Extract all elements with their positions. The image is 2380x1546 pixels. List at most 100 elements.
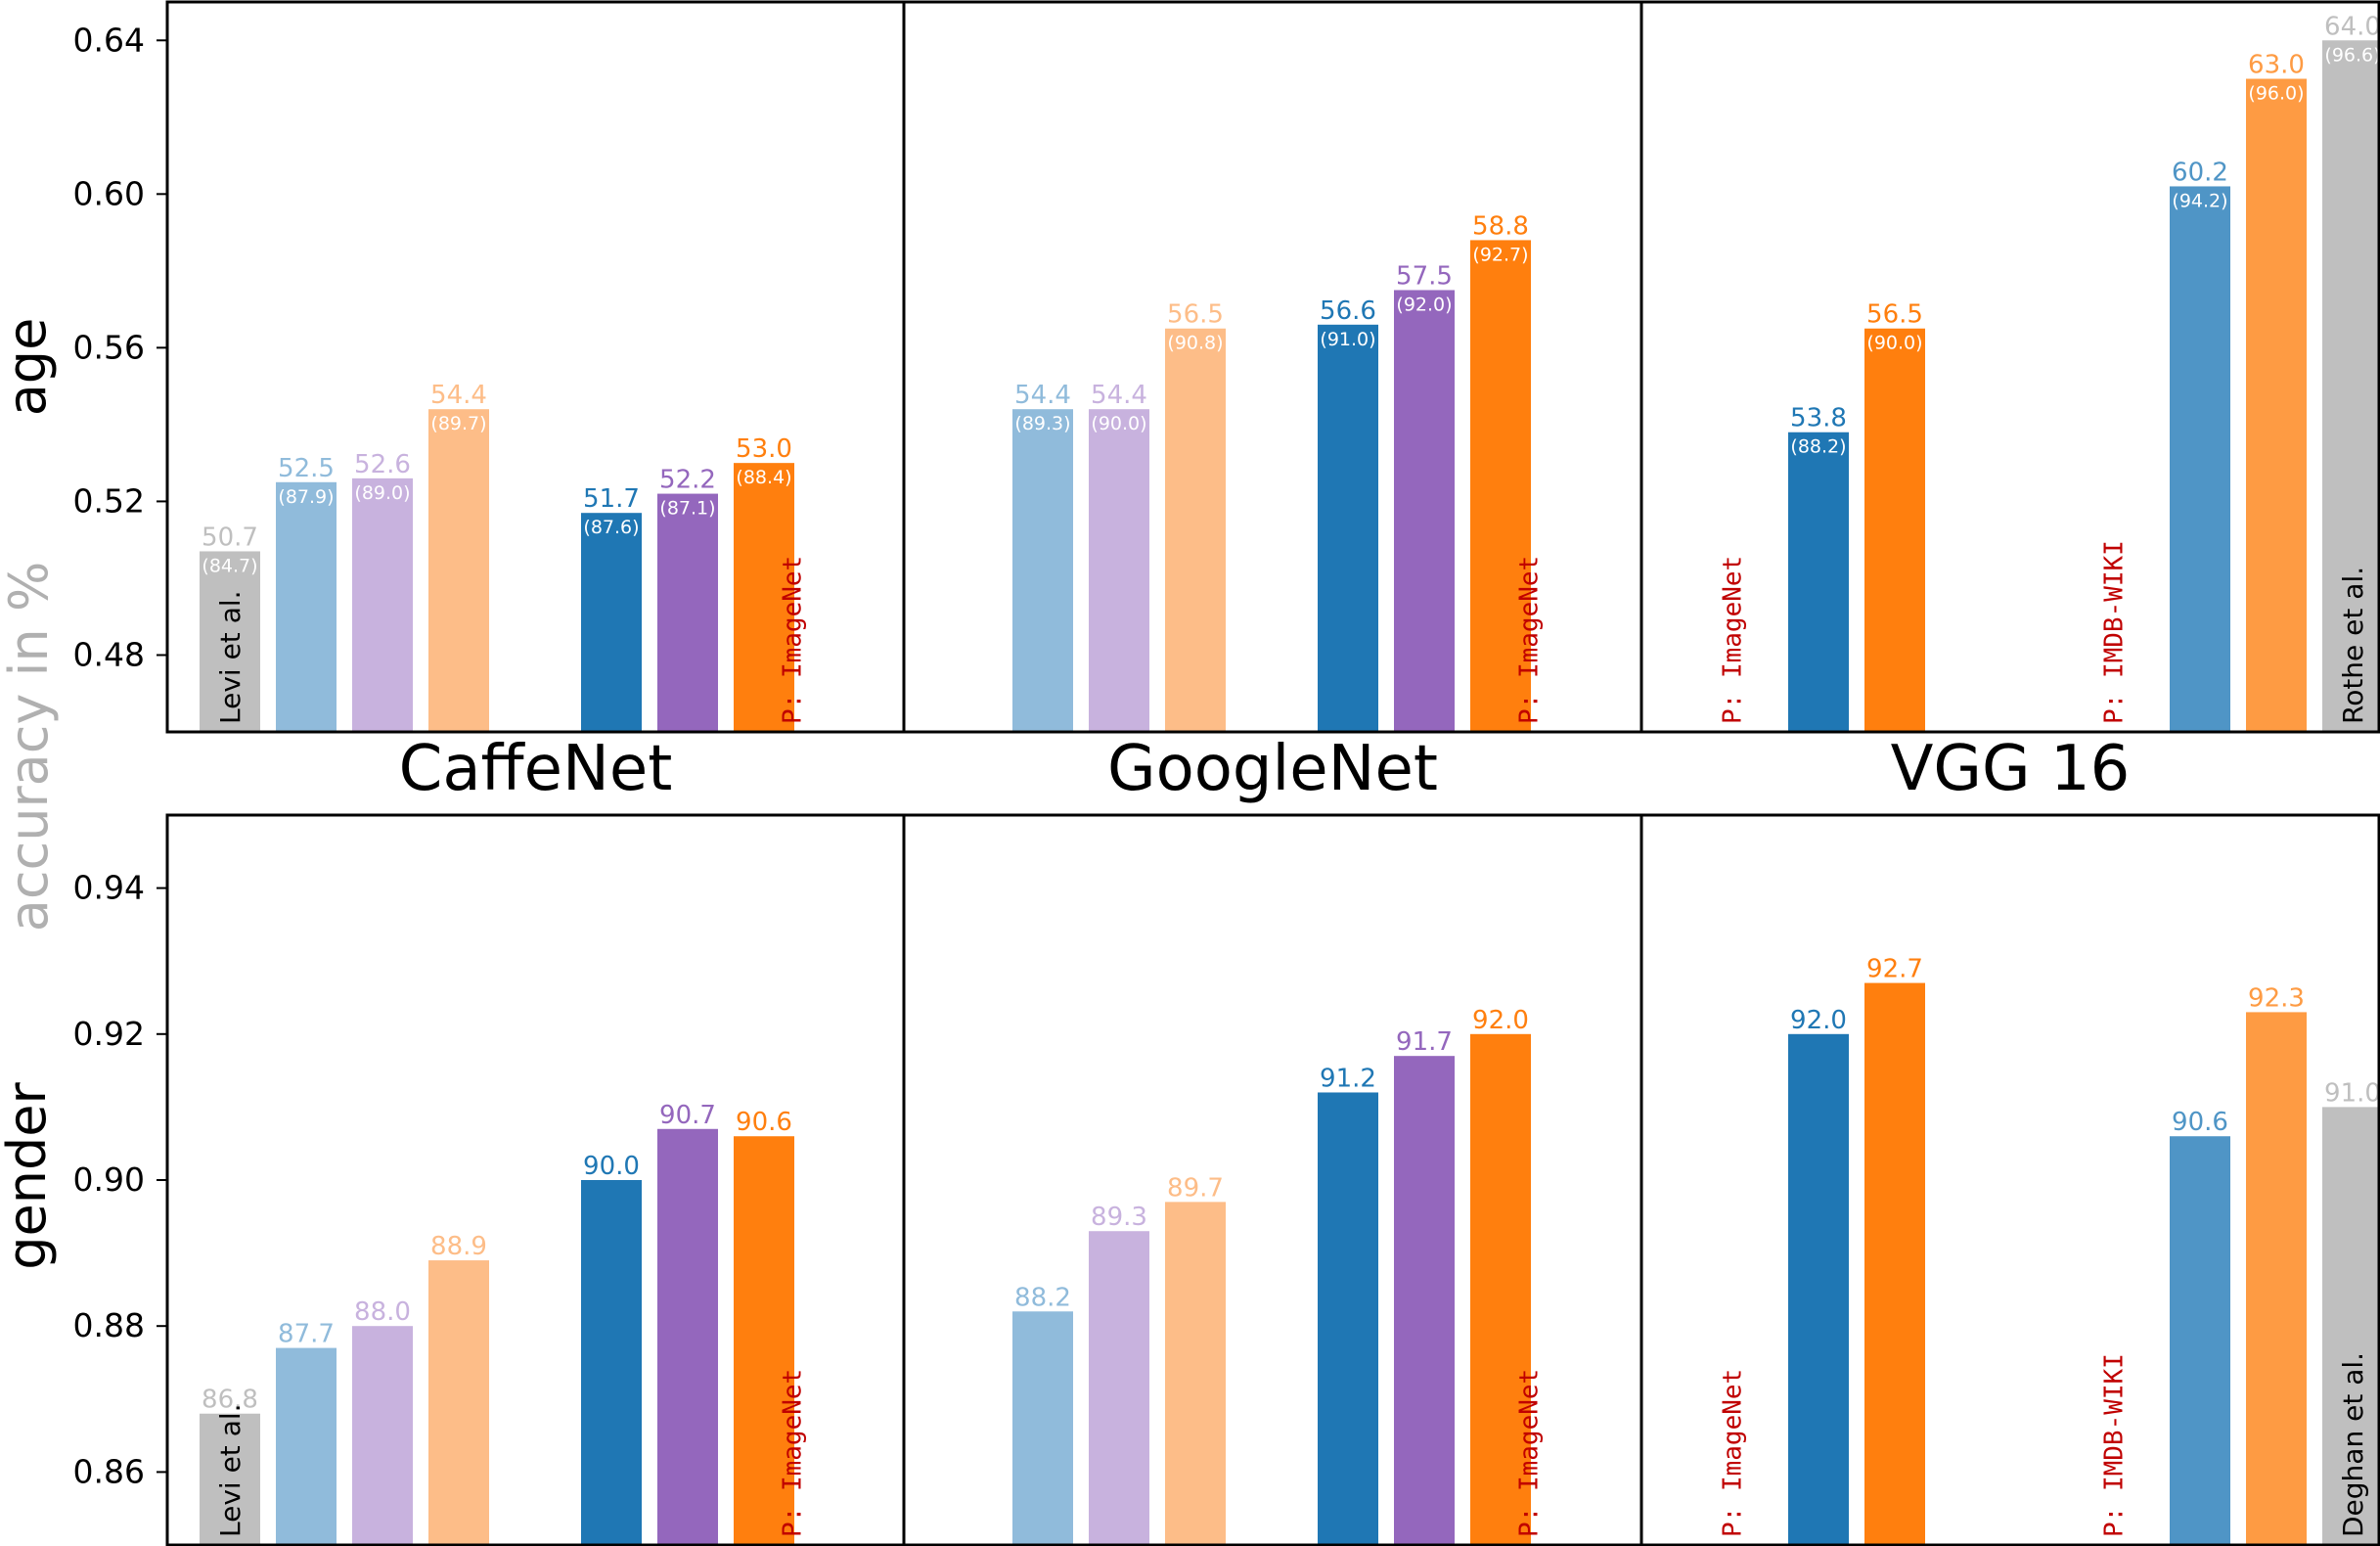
data-sublabel: (92.0) xyxy=(1396,294,1452,315)
data-label: 92.7 xyxy=(1866,955,1923,984)
data-label: 54.4 xyxy=(1091,381,1147,410)
bar-gender-caffenet xyxy=(276,1347,337,1545)
data-sublabel: (96.0) xyxy=(2248,83,2304,105)
y-tick-label: 0.88 xyxy=(73,1306,145,1344)
y-axis-label: accuracy in % xyxy=(0,562,60,932)
bar-age-googlenet xyxy=(1012,409,1073,732)
bar-gender-vgg-16 xyxy=(2170,1136,2230,1545)
bar-gender-caffenet xyxy=(734,1136,794,1545)
data-sublabel: (88.2) xyxy=(1790,436,1846,458)
data-label: 92.3 xyxy=(2248,983,2305,1013)
y-tick-label: 0.90 xyxy=(73,1160,145,1199)
data-label: 51.7 xyxy=(583,484,640,514)
data-label: 91.7 xyxy=(1396,1027,1453,1057)
data-label: 89.7 xyxy=(1167,1173,1224,1203)
data-label: 92.0 xyxy=(1790,1006,1847,1035)
bar-age-caffenet xyxy=(352,477,413,732)
data-sublabel: (94.2) xyxy=(2172,190,2227,211)
pretrain-label: P: ImageNet xyxy=(1515,1369,1545,1537)
bar-gender-vgg-16 xyxy=(2322,1107,2380,1545)
panel-frame xyxy=(1639,0,2380,734)
data-sublabel: (87.9) xyxy=(278,486,334,508)
column-label-googlenet: GoogleNet xyxy=(1107,733,1438,805)
row-label-gender: gender xyxy=(0,1081,58,1269)
data-sublabel: (84.7) xyxy=(202,555,257,576)
data-label: 53.8 xyxy=(1790,404,1847,433)
data-sublabel: (89.0) xyxy=(354,482,410,504)
data-label: 56.5 xyxy=(1866,300,1923,330)
bar-age-caffenet xyxy=(734,463,794,732)
data-label: 87.7 xyxy=(278,1320,335,1349)
reference-label: Deghan et al. xyxy=(2337,1352,2369,1537)
pretrain-label: P: ImageNet xyxy=(1719,1369,1748,1537)
data-label: 52.6 xyxy=(354,450,411,479)
pretrain-label: P: ImageNet xyxy=(779,556,808,724)
data-sublabel: (90.0) xyxy=(1091,413,1146,434)
data-label: 89.3 xyxy=(1091,1203,1147,1232)
y-tick-label: 0.64 xyxy=(73,21,145,59)
y-tick-label: 0.52 xyxy=(73,481,145,520)
bar-gender-googlenet xyxy=(1318,1092,1378,1545)
pretrain-label: P: IMDB-WIKI xyxy=(2100,540,2130,724)
data-label: 90.0 xyxy=(583,1152,640,1181)
panel-frame xyxy=(1639,813,2380,1546)
data-sublabel: (96.6) xyxy=(2324,44,2380,66)
data-label: 57.5 xyxy=(1396,261,1453,291)
bar-age-vgg-16 xyxy=(1788,432,1849,732)
data-label: 56.5 xyxy=(1167,300,1224,330)
bar-gender-caffenet xyxy=(352,1326,413,1545)
chart-marks: 50.7 (84.7) Levi et al. 52.5 (87.9) 52.6 (89.0… xyxy=(200,12,2380,1545)
bar-age-caffenet xyxy=(276,481,337,732)
bar-gender-googlenet xyxy=(1089,1231,1149,1545)
bar-gender-googlenet xyxy=(1394,1056,1455,1545)
data-label: 88.0 xyxy=(354,1297,411,1327)
pretrain-label: P: ImageNet xyxy=(1515,556,1545,724)
data-label: 53.0 xyxy=(736,434,792,464)
data-sublabel: (91.0) xyxy=(1320,329,1375,350)
bar-age-caffenet xyxy=(200,551,260,732)
data-sublabel: (90.8) xyxy=(1167,333,1223,354)
bar-age-googlenet xyxy=(1165,328,1226,732)
bar-gender-vgg-16 xyxy=(1788,1033,1849,1545)
data-label: 91.0 xyxy=(2324,1078,2380,1108)
data-sublabel: (87.1) xyxy=(659,498,715,520)
bar-age-vgg-16 xyxy=(2246,78,2307,733)
reference-label: Levi et al. xyxy=(214,590,247,724)
bar-age-googlenet xyxy=(1318,324,1378,732)
bar-age-googlenet xyxy=(1089,409,1149,732)
data-label: 58.8 xyxy=(1472,211,1529,241)
bar-age-vgg-16 xyxy=(2170,186,2230,733)
data-sublabel: (88.4) xyxy=(736,467,791,488)
data-label: 90.7 xyxy=(659,1101,716,1130)
bar-gender-caffenet xyxy=(581,1180,642,1545)
data-sublabel: (89.7) xyxy=(430,413,486,434)
y-tick-label: 0.48 xyxy=(73,635,145,673)
data-label: 54.4 xyxy=(430,381,487,410)
data-sublabel: (92.7) xyxy=(1472,244,1528,265)
data-sublabel: (87.6) xyxy=(583,517,639,538)
data-label: 90.6 xyxy=(2172,1108,2228,1137)
bar-age-caffenet xyxy=(581,513,642,732)
bar-gender-vgg-16 xyxy=(2246,1012,2307,1545)
bar-age-caffenet xyxy=(428,409,489,732)
y-tick-label: 0.86 xyxy=(73,1452,145,1490)
y-tick-label: 0.92 xyxy=(73,1015,145,1053)
bar-age-caffenet xyxy=(657,493,718,732)
data-label: 90.6 xyxy=(736,1108,792,1137)
bar-gender-caffenet xyxy=(657,1128,718,1545)
data-label: 56.6 xyxy=(1320,296,1376,326)
data-label: 60.2 xyxy=(2172,158,2228,187)
data-label: 88.9 xyxy=(430,1232,487,1261)
bar-gender-googlenet xyxy=(1165,1202,1226,1545)
reference-label: Rothe et al. xyxy=(2337,567,2369,724)
bar-gender-googlenet xyxy=(1012,1311,1073,1545)
bar-age-googlenet xyxy=(1394,290,1455,732)
data-label: 54.4 xyxy=(1014,381,1071,410)
data-label: 64.0 xyxy=(2324,12,2380,41)
bar-gender-googlenet xyxy=(1470,1033,1531,1545)
data-label: 86.8 xyxy=(202,1386,258,1415)
bar-age-vgg-16 xyxy=(1864,328,1925,732)
data-label: 91.2 xyxy=(1320,1064,1376,1093)
